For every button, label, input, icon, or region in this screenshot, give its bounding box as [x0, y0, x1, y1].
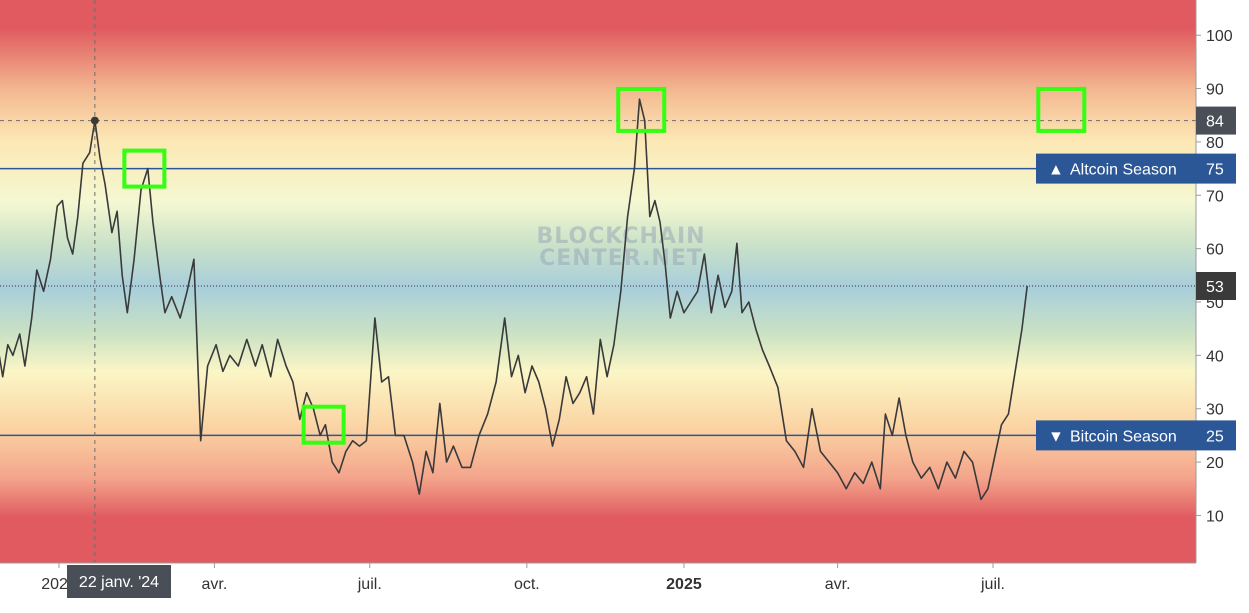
highlight-box [122, 148, 167, 189]
x-tick-label: juil. [357, 576, 382, 593]
season-tag-arrow: ▲ [1048, 162, 1064, 179]
y-tick-label: 60 [1206, 242, 1224, 259]
season-tag-bg [1036, 153, 1236, 184]
x-tick-label: 2025 [666, 576, 702, 593]
highlight-box [301, 404, 346, 445]
crosshair-value-tag: 84 [1206, 114, 1224, 131]
x-tick-label: avr. [825, 576, 851, 593]
x-tick-label: juil. [980, 576, 1005, 593]
y-tick-label: 80 [1206, 135, 1224, 152]
y-tick-label: 100 [1206, 28, 1233, 45]
altcoin-index-line [0, 98, 1028, 501]
x-axis[interactable]: 2024 avr. juil. oct. 2025 avr. juil. [41, 563, 1005, 593]
crosshair-date-label-bg [67, 565, 171, 598]
reference-lines [0, 167, 1196, 437]
highlight-boxes [122, 86, 1087, 445]
season-tag-label: Altcoin Season [1070, 162, 1177, 179]
crosshair-date-label: 22 janv. '24 [67, 565, 171, 598]
series-layer [0, 98, 1028, 501]
season-tag-label: Bitcoin Season [1070, 428, 1177, 445]
guide-lines [0, 0, 1196, 563]
y-tick-label: 70 [1206, 188, 1224, 205]
season-tag-arrow: ▼ [1048, 428, 1064, 445]
season-tag-value: 25 [1206, 428, 1224, 445]
season-tag-bg [1036, 420, 1236, 451]
y-tick-label: 90 [1206, 82, 1224, 99]
season-tag-value: 75 [1206, 162, 1224, 179]
watermark-line-2: CENTER.NET [539, 246, 703, 271]
watermark: BLOCKCHAIN CENTER.NET [536, 224, 705, 271]
watermark-line-1: BLOCKCHAIN [536, 224, 705, 249]
highlight-box [616, 86, 667, 133]
x-tick-label: oct. [514, 576, 540, 593]
crosshair-date-text: 22 janv. '24 [79, 574, 159, 591]
x-tick-label: avr. [201, 576, 227, 593]
y-tick-label: 30 [1206, 402, 1224, 419]
season-background [0, 0, 1196, 563]
y-tick-label: 20 [1206, 455, 1224, 472]
last-value-tag: 53 [1206, 279, 1224, 296]
y-tick-label: 10 [1206, 508, 1224, 525]
last-value-tag-bg [1196, 271, 1236, 300]
crosshair-point-marker [90, 116, 99, 125]
y-tick-label: 40 [1206, 348, 1224, 365]
highlight-box [1036, 86, 1087, 133]
crosshair-value-tag-bg [1196, 106, 1236, 135]
axis-tags: ▲ Altcoin Season 75 ▼ Bitcoin Season 25 84 53 [1036, 106, 1236, 451]
